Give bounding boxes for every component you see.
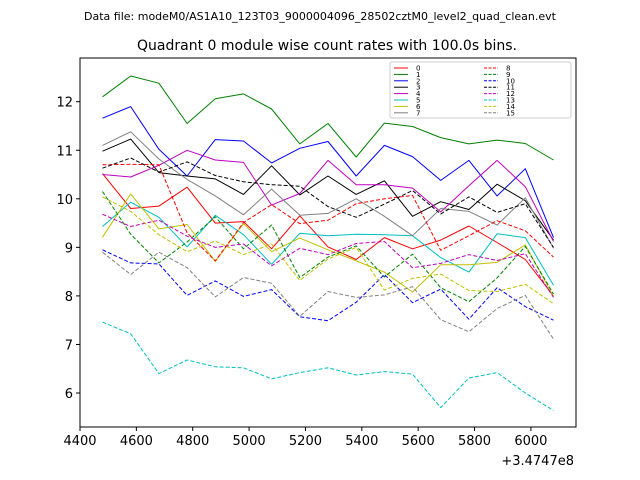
legend-label-15: 15	[506, 109, 515, 117]
chart-suptitle: Data file: modeM0/AS1A10_123T03_90000040…	[84, 10, 557, 23]
y-tick-label: 7	[65, 338, 73, 353]
series-line-4	[102, 149, 554, 242]
legend-label-1: 1	[416, 71, 420, 79]
x-tick-label: 6000	[514, 434, 547, 449]
series-line-15	[102, 251, 554, 340]
x-tick-label: 5400	[345, 434, 378, 449]
legend-label-14: 14	[506, 103, 515, 111]
series-line-3	[102, 138, 554, 241]
legend-label-12: 12	[506, 90, 515, 98]
y-tick-label: 10	[56, 193, 73, 208]
axes-frame	[79, 57, 577, 428]
x-tick-label: 4800	[176, 434, 209, 449]
legend-label-6: 6	[416, 103, 421, 111]
series-line-6	[102, 193, 554, 297]
y-tick-label: 6	[65, 387, 73, 402]
legend-label-11: 11	[506, 84, 515, 92]
legend-frame	[389, 61, 572, 119]
series-line-13	[102, 321, 554, 411]
series-line-8	[102, 163, 554, 262]
x-tick-label: 5000	[233, 434, 266, 449]
series-line-14	[102, 196, 554, 305]
legend-label-4: 4	[416, 90, 421, 98]
legend-label-13: 13	[506, 97, 515, 105]
series-line-11	[102, 157, 554, 248]
series-line-12	[102, 213, 554, 298]
chart-title: Quadrant 0 module wise count rates with …	[137, 38, 517, 54]
series-line-1	[102, 75, 554, 161]
series-line-2	[102, 106, 554, 238]
legend-label-9: 9	[506, 71, 510, 79]
series-line-9	[102, 191, 554, 303]
legend-label-8: 8	[506, 65, 510, 73]
legend-label-5: 5	[416, 97, 420, 105]
x-tick-label: 4400	[63, 434, 96, 449]
legend-label-3: 3	[416, 84, 420, 92]
legend-label-0: 0	[416, 65, 420, 73]
series-line-0	[102, 173, 554, 297]
y-tick-label: 9	[65, 241, 73, 256]
x-tick-label: 4600	[120, 434, 153, 449]
y-tick-label: 11	[56, 144, 73, 159]
x-tick-label: 5200	[289, 434, 322, 449]
legend-label-10: 10	[506, 77, 515, 85]
series-line-10	[102, 249, 554, 322]
series-line-5	[102, 201, 554, 286]
y-tick-label: 12	[56, 96, 73, 111]
legend-label-7: 7	[416, 109, 420, 117]
plot-area: 4400 4600 4800 5000 5200 5400 5600 5800 60006789…	[56, 57, 577, 449]
y-tick-label: 8	[65, 290, 73, 305]
x-tick-label: 5600	[402, 434, 435, 449]
x-tick-label: 5800	[458, 434, 491, 449]
x-axis-offset-text: +3.4747e8	[501, 454, 574, 469]
series-line-7	[102, 131, 554, 249]
legend-label-2: 2	[416, 77, 420, 85]
